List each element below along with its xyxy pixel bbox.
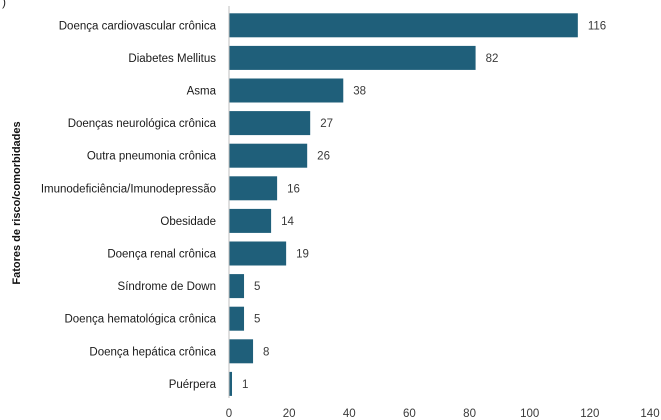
category-label: Outra pneumonia crônica xyxy=(87,151,217,163)
category-label: Doença hepática crônica xyxy=(89,346,216,358)
x-tick-label: 60 xyxy=(403,408,416,420)
data-label: 5 xyxy=(254,314,260,326)
data-label: 1 xyxy=(242,379,248,391)
bar xyxy=(229,143,308,168)
data-label: 116 xyxy=(588,20,606,32)
category-label: Imunodeficiência/Imunodepressão xyxy=(41,183,216,195)
data-label: 8 xyxy=(263,346,269,358)
category-label: Diabetes Mellitus xyxy=(128,53,216,65)
bar xyxy=(229,13,578,38)
cropped-panel-label: ) xyxy=(2,0,6,9)
bar xyxy=(229,274,245,299)
bar xyxy=(229,306,245,331)
data-label: 38 xyxy=(353,86,366,98)
category-label: Puérpera xyxy=(169,379,217,391)
bar xyxy=(229,241,287,266)
bar xyxy=(229,371,233,396)
x-axis-ticks: 0 20 40 60 80 100 120 140 xyxy=(226,408,660,420)
category-label: Doenças neurológica crônica xyxy=(68,118,217,130)
category-label: Doença renal crônica xyxy=(107,249,216,261)
category-label: Asma xyxy=(187,86,217,98)
bar xyxy=(229,78,344,103)
x-tick-label: 140 xyxy=(640,408,659,420)
category-label: Síndrome de Down xyxy=(118,281,216,293)
data-label: 5 xyxy=(254,281,260,293)
bar xyxy=(229,176,278,201)
data-label: 19 xyxy=(296,249,309,261)
x-tick-label: 120 xyxy=(580,408,599,420)
bars-layer: Doença cardiovascular crônica 116Diabetes… xyxy=(41,13,606,396)
data-label: 14 xyxy=(281,216,294,228)
bar xyxy=(229,111,311,136)
bar xyxy=(229,45,476,70)
data-label: 26 xyxy=(317,151,330,163)
category-label: Doença hematológica crônica xyxy=(64,314,216,326)
bar xyxy=(229,339,254,364)
x-tick-label: 0 xyxy=(226,408,232,420)
x-tick-label: 20 xyxy=(283,408,296,420)
bar xyxy=(229,208,272,233)
x-tick-label: 80 xyxy=(463,408,476,420)
x-tick-label: 40 xyxy=(343,408,356,420)
data-label: 82 xyxy=(486,53,499,65)
data-label: 16 xyxy=(287,183,300,195)
category-label: Obesidade xyxy=(160,216,216,228)
y-axis-title: Fatores de risco/comorbidades xyxy=(11,121,23,284)
x-tick-label: 100 xyxy=(520,408,539,420)
category-label: Doença cardiovascular crônica xyxy=(59,20,217,32)
data-label: 27 xyxy=(320,118,333,130)
